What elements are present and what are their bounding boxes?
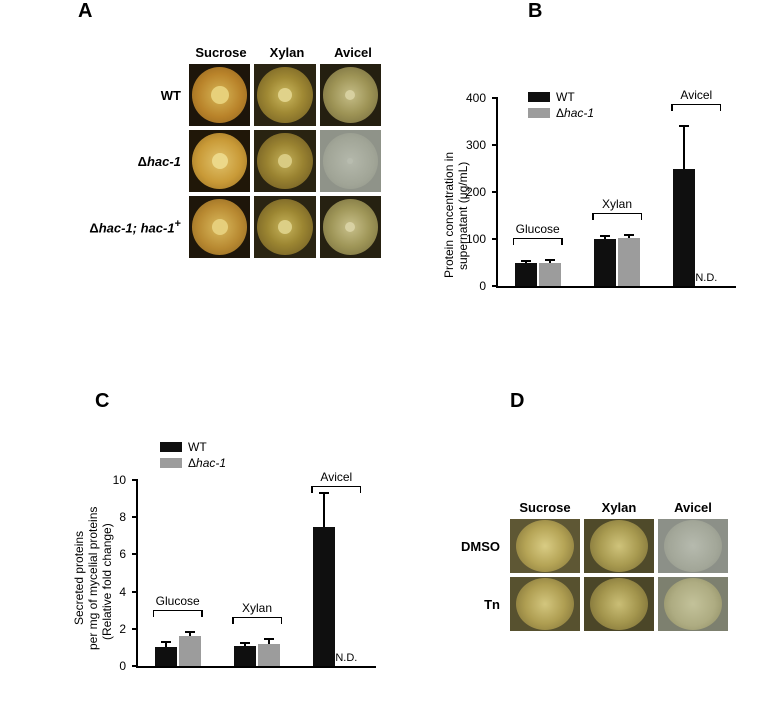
plate-image	[320, 196, 381, 258]
group-label: Avicel	[663, 88, 729, 102]
panel-b-yaxis-title: Protein concentration in	[442, 152, 456, 278]
plate-image	[254, 130, 315, 192]
panel-a-column-headers: Sucrose Xylan Avicel	[190, 45, 385, 60]
y-tick-label: 6	[119, 547, 126, 561]
panel-d-letter: D	[510, 390, 524, 413]
panel-c-letter: C	[95, 390, 109, 413]
bar	[618, 238, 640, 286]
y-tick-label: 400	[466, 91, 486, 105]
plate-image	[254, 196, 315, 258]
panel-d-col-label: Xylan	[584, 500, 654, 515]
bar	[594, 239, 616, 286]
panel-a: Sucrose Xylan Avicel WT Δhac-1 Δhac-1; hac-1…	[75, 45, 385, 262]
panel-c-yaxis-title-1: Secreted proteins	[72, 531, 86, 625]
bar	[179, 636, 201, 666]
legend-label: WT	[188, 440, 207, 454]
panel-a-row: Δhac-1; hac-1+	[75, 196, 385, 258]
panel-a-letter: A	[78, 0, 92, 23]
panel-c-yaxis-title-3: (Relative fold change)	[100, 523, 114, 640]
panel-a-row-label: WT	[75, 88, 189, 103]
panel-d-col-label: Sucrose	[510, 500, 580, 515]
panel-b-axes: 0100200300400GlucoseXylanAvicelN.D.	[496, 98, 736, 288]
panel-d-column-headers: Sucrose Xylan Avicel	[510, 500, 760, 515]
legend-label: Δhac-1	[188, 456, 226, 470]
panel-b-chart: WTΔhac-1 0100200300400GlucoseXylanAvicel…	[432, 60, 752, 320]
legend-item: WT	[160, 440, 226, 454]
group-label: Xylan	[224, 601, 290, 615]
y-tick-label: 2	[119, 622, 126, 636]
panel-c-chart: WT Δhac-1 0 2 4 6 8 10 Glucose Xylan Avicel N.D. S…	[60, 430, 390, 690]
plate-image	[254, 64, 315, 126]
panel-d-col-label: Avicel	[658, 500, 728, 515]
panel-a-col-label: Avicel	[322, 45, 384, 60]
panel-d: Sucrose Xylan Avicel DMSO Tn	[430, 500, 760, 635]
panel-b-letter: B	[528, 0, 542, 23]
plate-image	[510, 577, 580, 631]
y-tick-label: 300	[466, 138, 486, 152]
legend-item: Δhac-1	[160, 456, 226, 470]
panel-d-row-label: Tn	[430, 597, 510, 612]
plate-image	[189, 64, 250, 126]
group-label: Glucose	[145, 594, 211, 608]
plate-image	[189, 130, 250, 192]
group-label: Xylan	[584, 197, 650, 211]
panel-a-row: Δhac-1	[75, 130, 385, 192]
panel-b-yaxis-title-2: supernatant (μg/mL)	[456, 162, 470, 270]
panel-c-yaxis-title-2: per mg of mycelial proteins	[86, 507, 100, 650]
bar	[234, 646, 256, 666]
plate-image	[320, 64, 381, 126]
group-label: Glucose	[505, 222, 571, 236]
panel-a-col-label: Xylan	[256, 45, 318, 60]
bar	[673, 169, 695, 286]
y-tick-label: 4	[119, 585, 126, 599]
plate-image	[320, 130, 381, 192]
bar	[515, 263, 537, 286]
plate-image	[584, 577, 654, 631]
plate-image	[658, 577, 728, 631]
panel-d-row-label: DMSO	[430, 539, 510, 554]
y-tick-label: 0	[119, 659, 126, 673]
panel-a-row-label: Δhac-1	[75, 154, 189, 169]
panel-a-col-label: Sucrose	[190, 45, 252, 60]
plate-image	[658, 519, 728, 573]
nd-label: N.D.	[695, 272, 717, 284]
y-tick-label: 8	[119, 510, 126, 524]
panel-a-row: WT	[75, 64, 385, 126]
panel-c-legend: WT Δhac-1	[160, 440, 226, 472]
plate-image	[584, 519, 654, 573]
bar	[258, 644, 280, 666]
group-label: Avicel	[303, 470, 369, 484]
bar	[539, 263, 561, 287]
y-tick-label: 10	[113, 473, 126, 487]
panel-c-axes: 0246810GlucoseXylanAvicelN.D.	[136, 480, 376, 668]
y-tick-label: 0	[479, 279, 486, 293]
panel-d-row: Tn	[430, 577, 760, 631]
bar	[313, 527, 335, 667]
plate-image	[510, 519, 580, 573]
nd-label: N.D.	[335, 652, 357, 664]
panel-d-row: DMSO	[430, 519, 760, 573]
plate-image	[189, 196, 250, 258]
bar	[155, 647, 177, 666]
panel-a-row-label: Δhac-1; hac-1+	[75, 218, 189, 235]
